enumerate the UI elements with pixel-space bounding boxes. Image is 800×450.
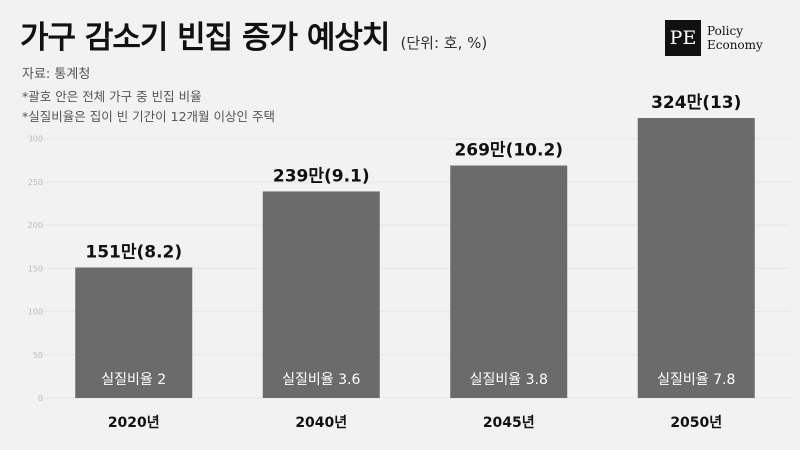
y-tick-label-5: 250	[28, 178, 43, 187]
y-tick-label-0: 0	[38, 394, 43, 403]
bar-inner-label-3: 실질비율 7.8	[657, 372, 735, 388]
y-tick-label-1: 50	[33, 351, 43, 360]
x-tick-label-2: 2045년	[483, 415, 535, 431]
bar-value-label-1: 239만(9.1)	[273, 166, 370, 186]
bar-value-label-3: 324만(13)	[651, 93, 741, 113]
bar-inner-label-1: 실질비율 3.6	[282, 372, 360, 388]
logo-line-2: Economy	[707, 38, 763, 52]
source-label: 자료: 통계청	[22, 67, 91, 82]
logo-mark: PE	[665, 20, 701, 56]
y-tick-label-6: 300	[28, 135, 43, 144]
y-tick-label-4: 200	[28, 221, 43, 230]
policy-economy-logo: PE Policy Economy	[665, 20, 763, 56]
x-tick-label-1: 2040년	[295, 415, 347, 431]
bar-2050년	[637, 118, 755, 398]
note-real-ratio: *실질비율은 집이 빈 기간이 12개월 이상인 주택	[22, 109, 275, 124]
y-tick-label-2: 100	[28, 308, 43, 317]
y-tick-label-3: 150	[28, 264, 43, 273]
bar-2045년	[450, 165, 568, 398]
chart-title-row: 가구 감소기 빈집 증가 예상치 (단위: 호, %)	[20, 12, 487, 57]
logo-line-1: Policy	[707, 24, 743, 38]
bar-2040년	[262, 191, 380, 398]
x-tick-label-3: 2050년	[670, 415, 722, 431]
unit-label: (단위: 호, %)	[400, 34, 488, 52]
bar-inner-label-0: 실질비율 2	[101, 372, 166, 388]
note-bracket: *괄호 안은 전체 가구 중 빈집 비율	[22, 89, 202, 104]
chart-title: 가구 감소기 빈집 증가 예상치	[20, 20, 390, 56]
bar-value-label-0: 151만(8.2)	[85, 243, 182, 263]
bar-inner-label-2: 실질비율 3.8	[470, 372, 548, 388]
bar-value-label-2: 269만(10.2)	[454, 141, 563, 161]
bar-2020년	[75, 267, 193, 398]
x-tick-label-0: 2020년	[108, 415, 160, 431]
logo-text: Policy Economy	[707, 24, 763, 52]
